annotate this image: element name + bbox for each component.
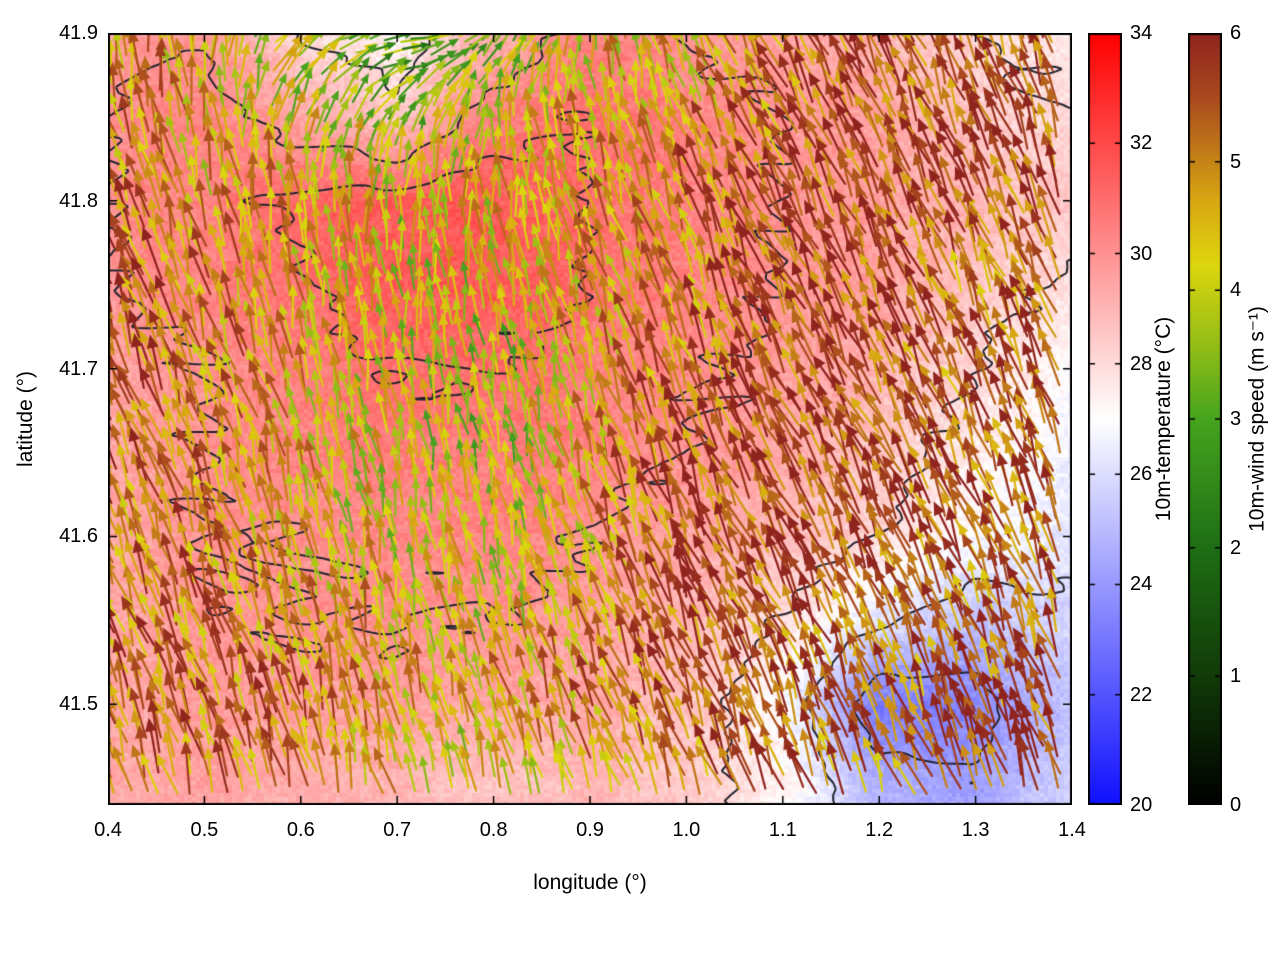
- wind-tick-label: 3: [1230, 408, 1242, 430]
- wind-tick-label: 6: [1230, 22, 1242, 44]
- y-tick-label: 41.6: [59, 525, 98, 548]
- temperature-tick-label: 34: [1130, 22, 1153, 44]
- x-tick-label: 0.4: [94, 819, 122, 841]
- temperature-tick-label: 22: [1130, 683, 1153, 706]
- temperature-tick-label: 20: [1130, 794, 1153, 816]
- wind-tick-label: 2: [1230, 536, 1242, 559]
- x-tick-label: 1.0: [672, 819, 701, 841]
- plot-area: [108, 33, 1072, 805]
- wind-tick-label: 5: [1230, 150, 1242, 173]
- temperature-colorbar: [1088, 33, 1122, 805]
- x-tick-label: 0.8: [479, 819, 508, 841]
- x-tick-label: 0.9: [576, 819, 604, 841]
- y-tick-label: 41.5: [59, 693, 98, 716]
- temperature-colorbar-label: 10m-temperature (°C): [1152, 316, 1175, 522]
- y-axis-label: latitude (°): [14, 371, 37, 467]
- x-tick-label: 0.7: [383, 819, 412, 841]
- x-tick-label: 0.6: [286, 819, 315, 841]
- temperature-tick-label: 28: [1130, 352, 1153, 375]
- x-tick-label: 0.5: [190, 819, 219, 841]
- temperature-tick-label: 30: [1130, 242, 1153, 265]
- temperature-tick-label: 26: [1130, 463, 1153, 486]
- y-tick-label: 41.9: [59, 22, 98, 44]
- temperature-tick-label: 32: [1130, 132, 1153, 155]
- x-tick-label: 1.4: [1058, 819, 1086, 841]
- x-tick-label: 1.3: [961, 819, 990, 841]
- wind-colorbar: [1188, 33, 1222, 805]
- x-tick-label: 1.2: [865, 819, 894, 841]
- wind-tick-label: 0: [1230, 794, 1242, 816]
- wind-tick-label: 4: [1230, 279, 1242, 302]
- wind-tick-label: 1: [1230, 665, 1242, 688]
- y-tick-label: 41.7: [59, 357, 98, 380]
- y-tick-label: 41.8: [59, 189, 98, 212]
- temperature-tick-label: 24: [1130, 573, 1153, 596]
- x-tick-label: 1.1: [768, 819, 797, 841]
- x-axis-label: longitude (°): [533, 871, 647, 894]
